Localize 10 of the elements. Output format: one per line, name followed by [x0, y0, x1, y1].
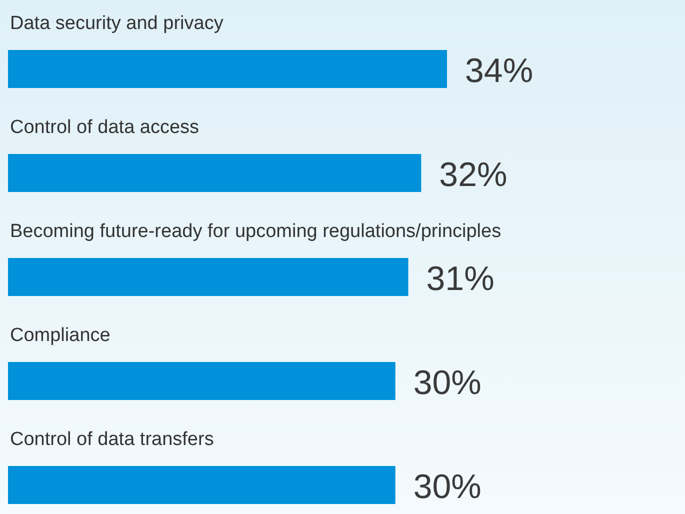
data-label: 34%	[465, 52, 534, 90]
data-label: 30%	[413, 364, 482, 402]
y-tick-label: Control of data access	[10, 117, 200, 138]
data-label: 31%	[426, 260, 494, 298]
y-tick-label: Control of data transfers	[10, 429, 214, 450]
y-tick-label: Compliance	[10, 325, 110, 346]
y-tick-label: Becoming future-ready for upcoming regulations/principles	[10, 221, 502, 242]
y-tick-label: Data security and privacy	[10, 13, 224, 34]
data-label: 30%	[413, 468, 482, 506]
data-label: 32%	[439, 156, 508, 194]
